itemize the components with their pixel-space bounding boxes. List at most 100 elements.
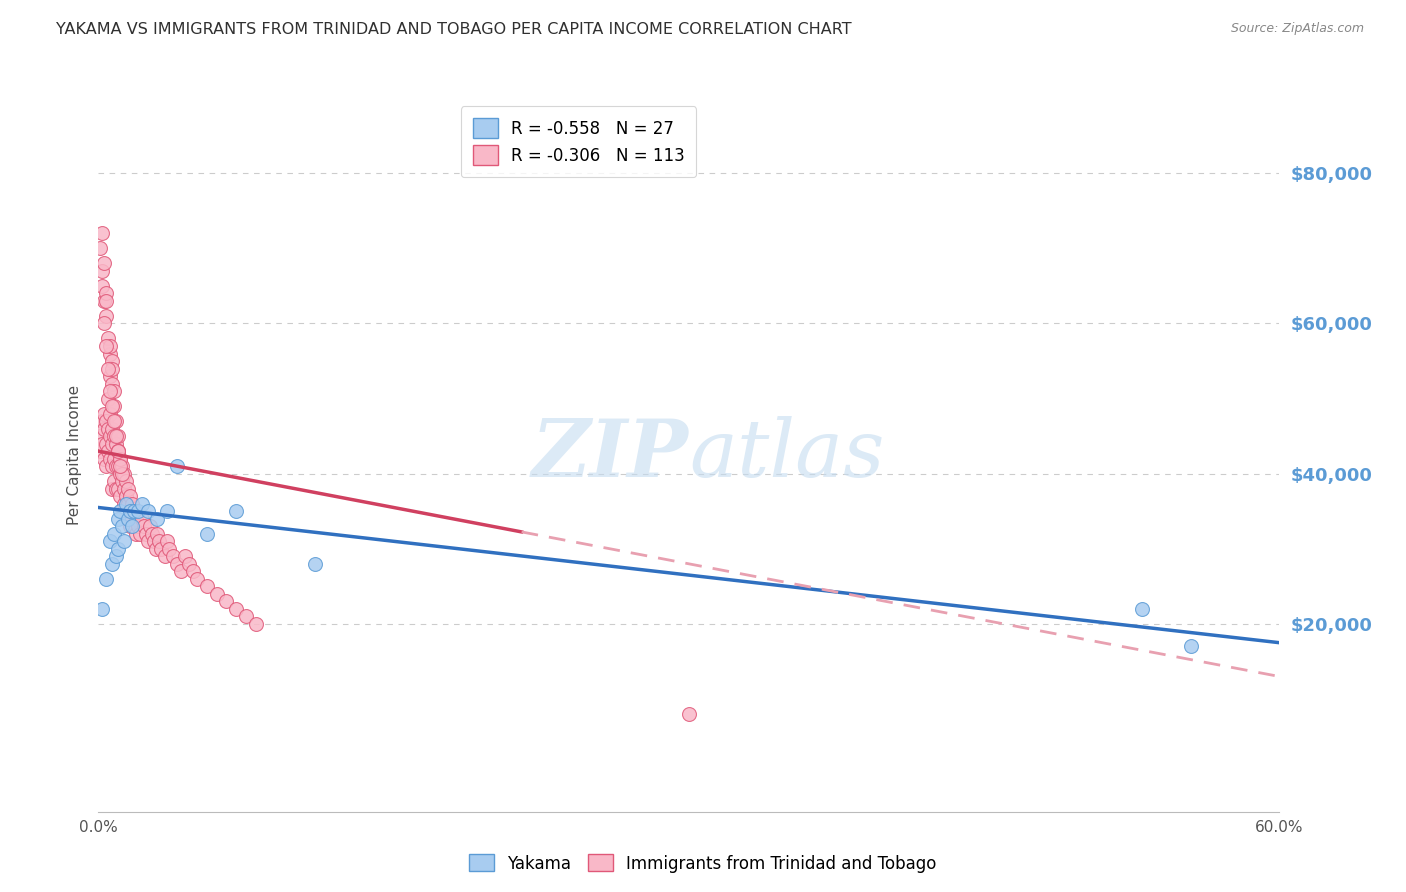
Point <box>1130 602 1153 616</box>
Point <box>107 444 129 458</box>
Point <box>215 594 238 608</box>
Point <box>118 504 141 518</box>
Point <box>205 587 228 601</box>
Point <box>107 444 129 458</box>
Point <box>122 519 145 533</box>
Legend: Yakama, Immigrants from Trinidad and Tobago: Yakama, Immigrants from Trinidad and Tob… <box>463 847 943 880</box>
Point <box>96 309 118 323</box>
Point <box>107 459 129 474</box>
Point <box>98 429 121 443</box>
Point <box>98 451 121 466</box>
Point <box>111 519 134 533</box>
Point <box>118 489 141 503</box>
Point <box>128 526 150 541</box>
Point <box>103 474 125 488</box>
Point <box>97 361 120 376</box>
Point <box>108 451 131 466</box>
Point <box>96 459 118 474</box>
Point <box>103 399 125 413</box>
Point <box>93 407 115 421</box>
Point <box>142 534 165 549</box>
Point <box>138 519 160 533</box>
Point <box>98 407 121 421</box>
Point <box>122 504 145 518</box>
Point <box>107 541 129 556</box>
Point <box>107 444 129 458</box>
Point <box>91 436 114 450</box>
Text: Source: ZipAtlas.com: Source: ZipAtlas.com <box>1230 22 1364 36</box>
Point <box>93 256 115 270</box>
Point <box>678 707 700 722</box>
Point <box>96 293 118 308</box>
Point <box>97 331 120 345</box>
Point <box>103 384 125 398</box>
Point <box>157 541 180 556</box>
Text: ZIP: ZIP <box>531 417 689 493</box>
Point <box>105 429 128 443</box>
Point <box>150 541 173 556</box>
Point <box>245 616 267 631</box>
Point <box>98 346 121 360</box>
Point <box>107 429 129 443</box>
Point <box>121 512 143 526</box>
Point <box>118 504 141 518</box>
Point <box>225 602 247 616</box>
Point <box>125 512 148 526</box>
Point <box>101 436 124 450</box>
Point <box>156 504 179 518</box>
Point <box>136 534 159 549</box>
Point <box>146 526 169 541</box>
Point <box>117 482 139 496</box>
Point <box>112 467 135 481</box>
Point <box>98 339 121 353</box>
Point <box>89 444 111 458</box>
Point <box>115 497 138 511</box>
Point <box>225 504 247 518</box>
Point <box>103 526 125 541</box>
Point <box>135 526 157 541</box>
Point <box>136 504 159 518</box>
Point <box>103 414 125 428</box>
Point <box>195 526 218 541</box>
Point <box>117 497 139 511</box>
Point <box>112 534 135 549</box>
Point <box>101 399 124 413</box>
Point <box>111 459 134 474</box>
Point <box>98 369 121 384</box>
Point <box>97 422 120 436</box>
Point <box>166 557 188 571</box>
Point <box>131 497 153 511</box>
Point <box>111 474 134 488</box>
Point <box>108 504 131 518</box>
Point <box>91 602 114 616</box>
Point <box>89 241 111 255</box>
Point <box>107 512 129 526</box>
Point <box>97 444 120 458</box>
Point <box>96 339 118 353</box>
Point <box>101 376 124 391</box>
Point <box>89 429 111 443</box>
Point <box>96 436 118 450</box>
Point <box>166 459 188 474</box>
Point <box>108 459 131 474</box>
Point <box>174 549 197 564</box>
Point <box>105 459 128 474</box>
Point <box>107 482 129 496</box>
Point <box>91 279 114 293</box>
Point <box>155 549 177 564</box>
Y-axis label: Per Capita Income: Per Capita Income <box>67 384 83 525</box>
Point <box>101 459 124 474</box>
Point <box>125 526 148 541</box>
Point <box>91 227 114 241</box>
Point <box>127 519 149 533</box>
Point <box>131 512 153 526</box>
Point <box>101 557 124 571</box>
Point <box>101 482 124 496</box>
Point <box>1180 640 1202 654</box>
Point <box>235 609 257 624</box>
Point <box>91 264 114 278</box>
Point <box>121 519 143 533</box>
Point <box>117 512 139 526</box>
Point <box>93 451 115 466</box>
Point <box>146 512 169 526</box>
